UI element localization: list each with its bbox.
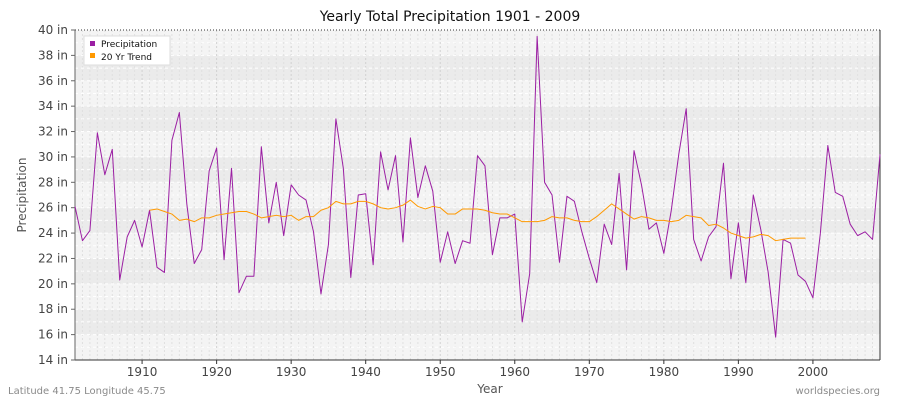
y-axis-ticks: 14 in 16 in 18 in 20 in 22 in 24 in 26 in 28 in… (38, 23, 75, 367)
x-tick-label: 1950 (425, 365, 456, 379)
x-axis-label: Year (476, 382, 502, 396)
grid-lines (74, 29, 881, 361)
x-tick-label: 1940 (350, 365, 381, 379)
series-lines (74, 35, 881, 338)
y-tick-label: 24 in (38, 226, 68, 240)
chart-title: Yearly Total Precipitation 1901 - 2009 (319, 9, 581, 25)
y-tick-label: 20 in (38, 277, 68, 291)
x-axis-ticks: 1910 1920 1930 1940 1950 1960 1970 1980 1990 2000 (127, 360, 828, 379)
x-tick-label: 1910 (127, 365, 158, 379)
legend-box (83, 35, 171, 66)
x-tick-label: 1920 (201, 365, 232, 379)
x-tick-label: 1930 (276, 365, 307, 379)
y-tick-label: 40 in (38, 23, 68, 37)
y-tick-label: 26 in (38, 201, 68, 215)
x-tick-label: 1960 (499, 365, 530, 379)
y-tick-label: 18 in (38, 302, 68, 316)
footer-source: worldspecies.org (796, 386, 880, 397)
legend-label-trend: 20 Yr Trend (101, 53, 152, 63)
legend-swatch-trend (90, 53, 95, 58)
y-tick-label: 14 in (38, 353, 68, 367)
x-tick-label: 2000 (798, 365, 829, 379)
legend: Precipitation 20 Yr Trend (83, 35, 171, 66)
y-tick-label: 16 in (38, 328, 68, 342)
legend-label-precipitation: Precipitation (101, 40, 157, 50)
footer-coordinates: Latitude 41.75 Longitude 45.75 (8, 386, 166, 397)
series-line-trend (149, 199, 806, 242)
x-tick-label: 1990 (723, 365, 754, 379)
y-tick-label: 32 in (38, 125, 68, 139)
x-tick-label: 1980 (649, 365, 680, 379)
y-tick-label: 22 in (38, 251, 68, 265)
y-tick-label: 28 in (38, 175, 68, 189)
y-tick-label: 38 in (38, 48, 68, 62)
x-tick-label: 1970 (574, 365, 605, 379)
y-tick-label: 34 in (38, 99, 68, 113)
series-line-precipitation (74, 35, 881, 338)
y-axis-label: Precipitation (15, 157, 29, 232)
y-tick-label: 36 in (38, 74, 68, 88)
y-tick-label: 30 in (38, 150, 68, 164)
legend-swatch-precipitation (90, 41, 95, 46)
